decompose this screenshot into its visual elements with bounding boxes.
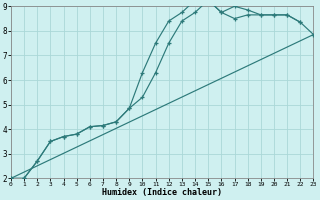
X-axis label: Humidex (Indice chaleur): Humidex (Indice chaleur)	[102, 188, 222, 197]
